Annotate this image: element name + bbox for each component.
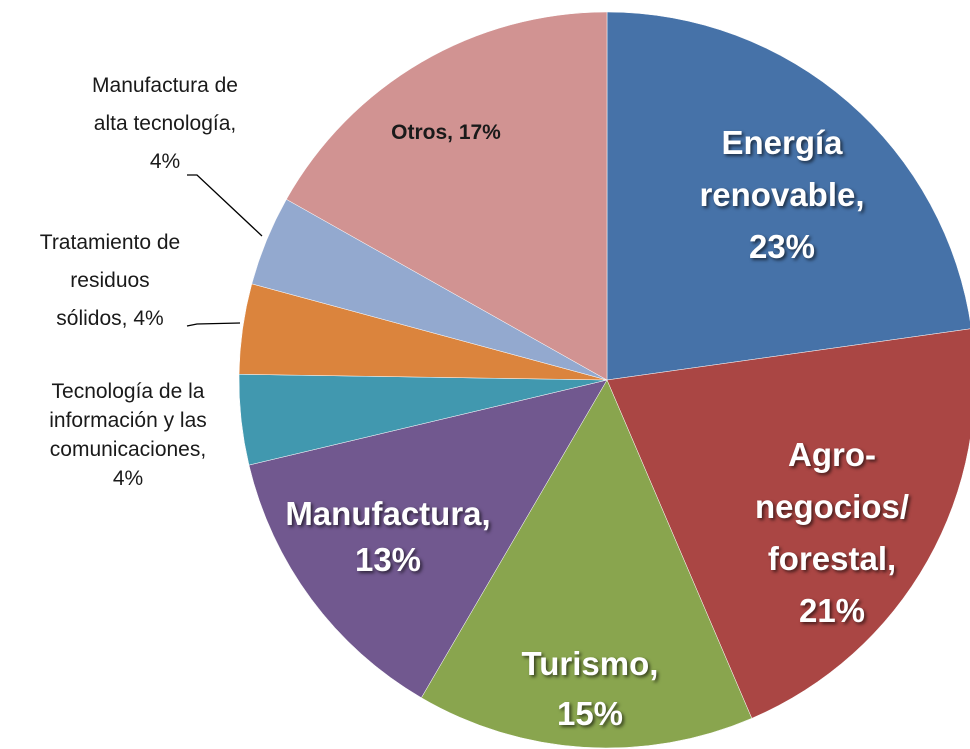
data-label: Otros, 17% [391,121,501,144]
pie [238,11,970,749]
pie-slice [606,328,970,719]
data-label: Manufactura de alta tecnología, 4% [92,74,238,173]
pie-slice [606,11,970,381]
data-label: Agro-negocios/forestal, 21% [755,436,909,629]
data-label: Turismo, 15% [522,645,659,732]
leader-line [186,322,241,327]
data-label: Tratamiento de residuos sólidos, 4% [40,231,180,330]
pie-slice [286,11,608,381]
leader-line [187,174,263,237]
pie-slice [421,379,753,749]
pie-slice [248,379,608,699]
data-label: Tecnología de la información y las comunic… [49,380,207,490]
data-label: Energía renovable, 23% [699,124,864,265]
data-label: Manufactura, 13% [285,495,490,578]
